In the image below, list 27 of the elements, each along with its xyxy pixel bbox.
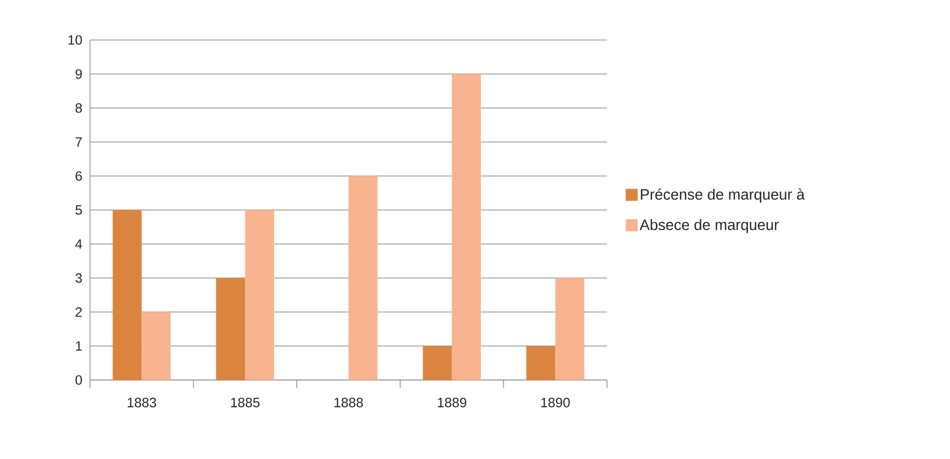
y-tick-label: 5 xyxy=(76,205,82,215)
y-tick-label: 8 xyxy=(76,103,82,113)
y-tick-label: 6 xyxy=(76,171,82,181)
y-tick-label: 3 xyxy=(75,273,82,283)
x-tick-label: 1889 xyxy=(438,398,466,408)
bar xyxy=(112,210,142,380)
x-tick-label: 1885 xyxy=(231,398,260,408)
y-tick-label: 4 xyxy=(75,239,82,249)
x-tick-label: 1890 xyxy=(541,398,570,408)
y-tick-label: 10 xyxy=(68,35,82,45)
y-tick-label: 9 xyxy=(76,69,82,79)
bar xyxy=(555,278,584,380)
legend-label: Absece de marqueur xyxy=(640,219,779,234)
x-tick-label: 1883 xyxy=(128,398,156,408)
y-tick-label: 1 xyxy=(76,341,82,351)
bar xyxy=(526,346,556,380)
y-tick-label: 2 xyxy=(76,307,82,317)
bar xyxy=(216,278,246,380)
bar xyxy=(422,346,452,380)
y-tick-label: 0 xyxy=(76,375,82,385)
bar xyxy=(452,74,481,380)
y-tick-label: 7 xyxy=(76,137,82,147)
bar xyxy=(348,176,378,380)
bar xyxy=(245,210,274,380)
bar xyxy=(142,312,171,380)
x-tick-label: 1888 xyxy=(334,398,363,408)
legend-label: Précense de marqueur à xyxy=(640,188,805,203)
